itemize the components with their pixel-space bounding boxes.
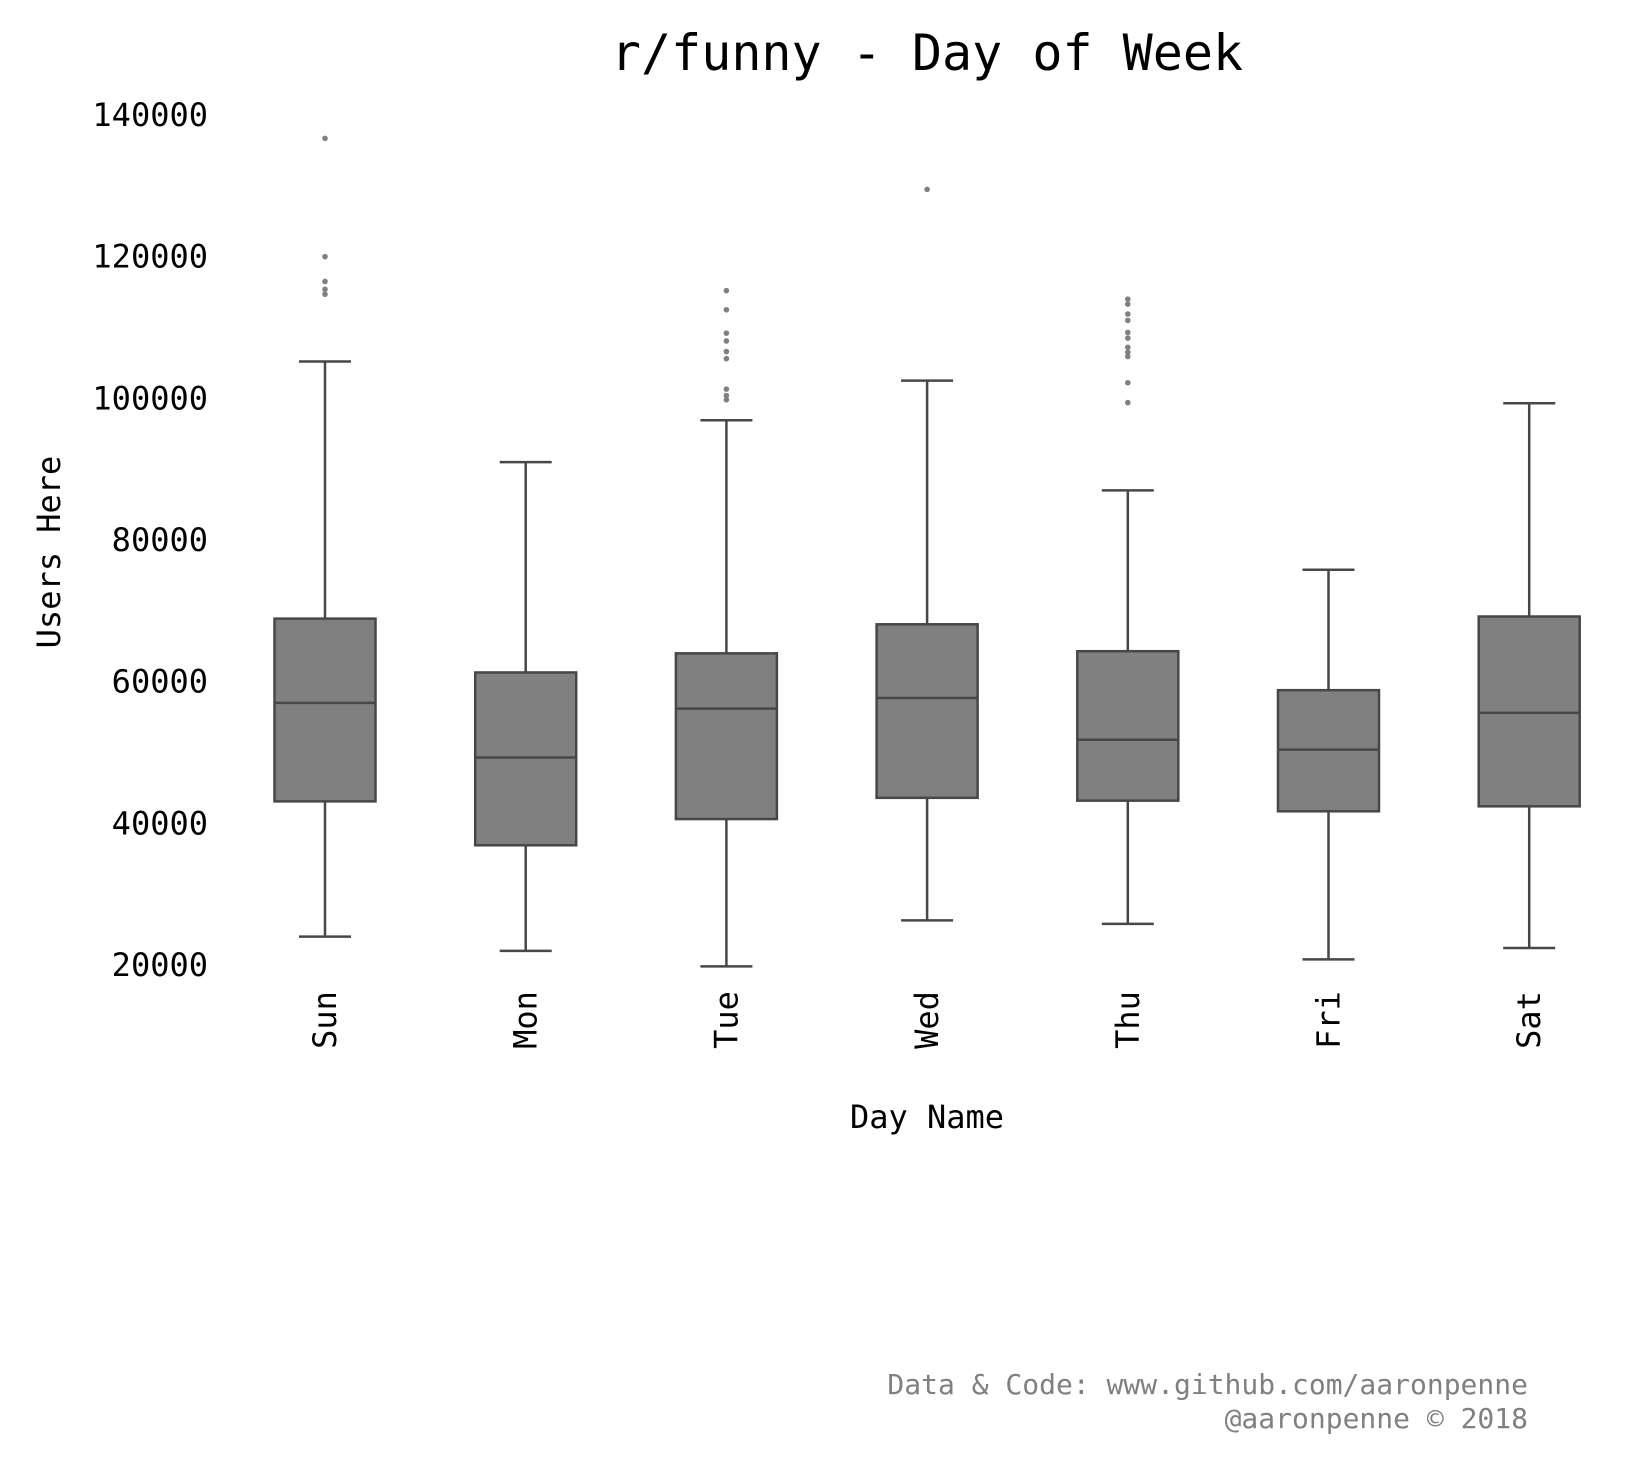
box-sun (273, 135, 377, 938)
iqr-box (473, 671, 578, 847)
outlier-point (322, 278, 328, 285)
y-tick-label: 80000 (112, 521, 208, 559)
outlier-point (322, 286, 328, 293)
outlier-point (322, 135, 328, 142)
outlier-point (1125, 296, 1131, 302)
outlier-point (723, 330, 730, 336)
y-tick-label: 140000 (92, 96, 208, 134)
y-axis-ticks: 20000 40000 60000 80000 100000 120000 140000 (92, 96, 208, 984)
footer-data-code: Data & Code: www.github.com/aaronpenne (887, 1368, 1528, 1401)
y-axis-label: Users Here (30, 456, 68, 649)
outlier-point (1125, 399, 1131, 406)
outlier-point (723, 348, 730, 355)
outlier-point (322, 291, 328, 298)
box-wed (875, 186, 979, 922)
x-tick-label: Tue (707, 991, 745, 1049)
iqr-box (875, 623, 979, 800)
y-tick-label: 100000 (92, 379, 208, 417)
outlier-point (1125, 335, 1131, 341)
box-series (273, 135, 1581, 968)
outlier-point (322, 253, 328, 260)
outlier-point (924, 186, 930, 193)
outlier-point (723, 306, 730, 313)
x-tick-label: Fri (1310, 991, 1348, 1049)
box-fri (1276, 568, 1381, 961)
outlier-point (723, 396, 730, 403)
outlier-point (1125, 329, 1131, 336)
outlier-point (1125, 301, 1131, 307)
x-tick-label: Sat (1510, 991, 1548, 1049)
outlier-point (723, 355, 730, 362)
outlier-point (1125, 353, 1131, 360)
outlier-point (723, 392, 730, 399)
box-mon (473, 460, 578, 953)
outlier-point (1125, 379, 1131, 386)
iqr-box (273, 617, 377, 803)
iqr-box (674, 652, 779, 821)
iqr-box (1477, 615, 1581, 808)
outlier-point (1125, 344, 1131, 351)
outlier-point (1125, 317, 1131, 324)
footer-copyright: @aaronpenne © 2018 (1224, 1402, 1528, 1435)
box-sat (1477, 402, 1581, 950)
outlier-point (723, 287, 730, 294)
box-tue (674, 287, 779, 968)
box-thu (1076, 296, 1180, 926)
y-tick-label: 60000 (112, 663, 208, 701)
y-tick-label: 40000 (112, 804, 208, 842)
outlier-point (723, 338, 730, 344)
x-axis-ticks: Sun Mon Tue Wed Thu Fri Sat (306, 991, 1548, 1049)
footer-credits: Data & Code: www.github.com/aaronpenne @… (887, 1368, 1528, 1436)
outlier-point (1125, 349, 1131, 356)
outlier-point (1125, 311, 1131, 317)
iqr-box (1076, 649, 1180, 802)
x-axis-label: Day Name (850, 1098, 1004, 1136)
x-tick-label: Sun (306, 991, 344, 1049)
outlier-point (723, 386, 730, 392)
x-tick-label: Thu (1109, 991, 1147, 1049)
chart-title: r/funny - Day of Week (611, 24, 1243, 82)
x-tick-label: Wed (908, 991, 946, 1049)
y-tick-label: 20000 (112, 946, 208, 984)
x-tick-label: Mon (507, 991, 545, 1049)
y-tick-label: 120000 (92, 238, 208, 276)
